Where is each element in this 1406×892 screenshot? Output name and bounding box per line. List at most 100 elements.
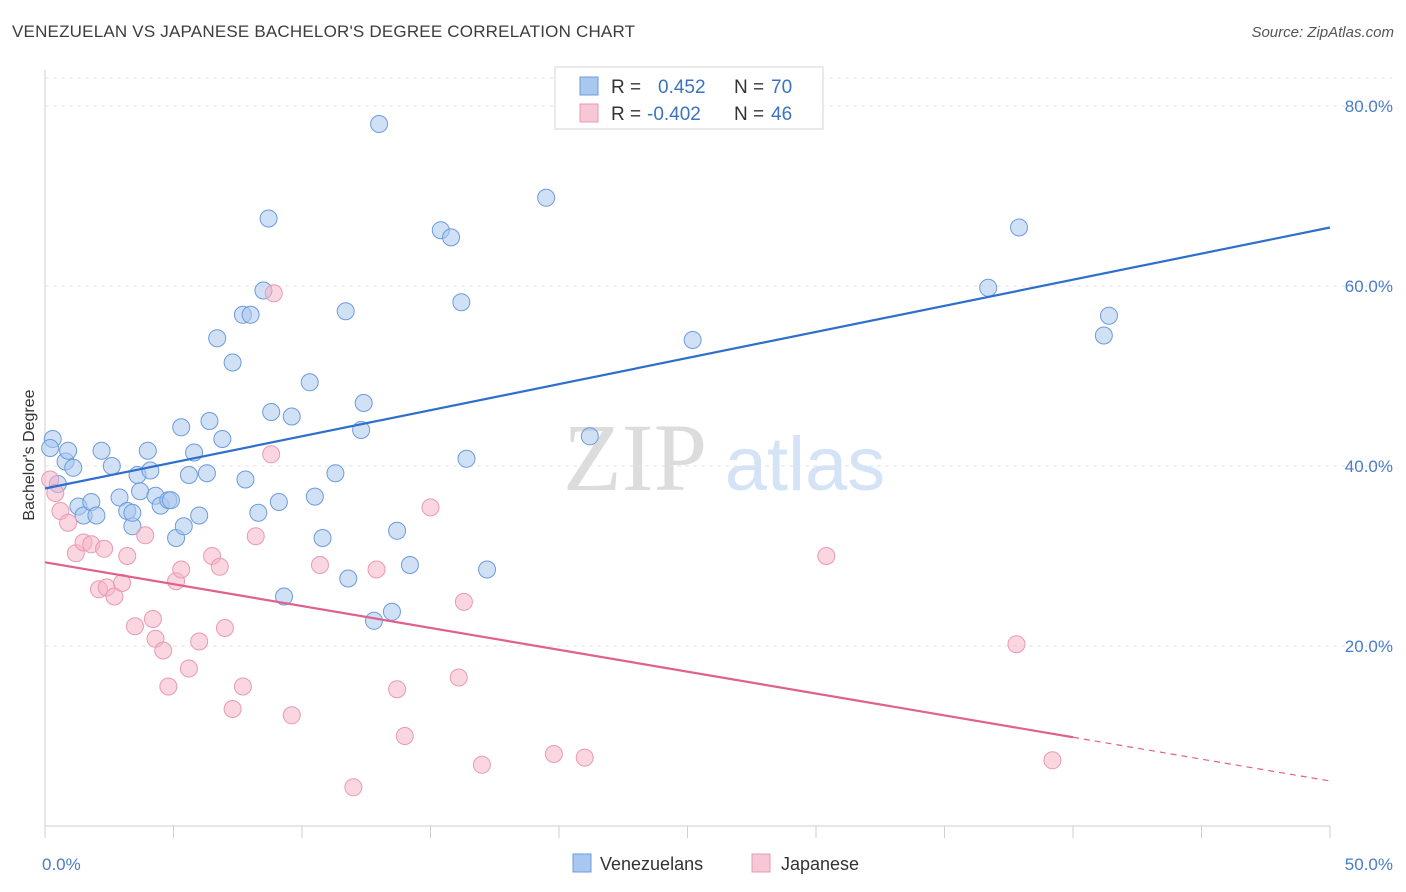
chart-title: VENEZUELAN VS JAPANESE BACHELOR'S DEGREE…	[12, 22, 636, 41]
japanese-trend-line	[44, 561, 1074, 739]
venezuelan-point	[269, 493, 288, 511]
venezuelan-point	[580, 427, 599, 446]
y-tick-label: 80.0%	[1345, 97, 1393, 116]
bottom-legend-swatch-venezuelans	[572, 853, 592, 873]
japanese-point	[1007, 635, 1026, 654]
japanese-point	[421, 498, 440, 517]
series-legend: Venezuelans Japanese	[572, 853, 859, 874]
venezuelan-point	[241, 305, 260, 324]
japanese-point	[223, 700, 242, 718]
watermark-zip: ZIP	[563, 404, 707, 511]
japanese-point	[262, 445, 281, 464]
japanese-point	[95, 539, 114, 558]
japanese-point	[179, 659, 198, 678]
venezuelan-point	[87, 506, 106, 525]
bottom-legend-swatch-japanese	[751, 853, 771, 873]
legend-n-label-1: N =	[734, 77, 764, 98]
venezuelan-point	[262, 403, 281, 421]
venezuelan-point	[452, 293, 471, 312]
venezuelan-point	[172, 418, 191, 437]
venezuelan-point	[213, 430, 232, 448]
legend-swatch-japanese	[579, 103, 599, 123]
venezuelan-point	[174, 517, 193, 536]
y-tick-label: 20.0%	[1345, 637, 1393, 656]
japanese-point	[367, 560, 386, 579]
japanese-point	[118, 547, 137, 565]
japanese-point	[388, 680, 407, 699]
stats-legend: R = 0.452 N = 70 R = -0.402 N = 46	[554, 66, 824, 130]
japanese-point	[1043, 751, 1062, 770]
venezuelan-point	[370, 115, 389, 133]
venezuelan-point	[123, 503, 142, 522]
venezuelan-point	[388, 521, 407, 540]
venezuelan-point	[364, 611, 383, 630]
japanese-point	[282, 706, 301, 725]
japanese-point	[264, 284, 283, 303]
y-tick-label: 40.0%	[1345, 457, 1393, 476]
japanese-point	[344, 778, 363, 797]
venezuelan-point	[102, 457, 121, 475]
venezuelan-point	[92, 441, 111, 460]
venezuelan-point	[354, 394, 373, 412]
japanese-point	[575, 748, 594, 767]
venezuelan-point	[442, 228, 461, 247]
japanese-point	[310, 556, 329, 574]
legend-r-value-2: -0.402	[647, 104, 701, 125]
venezuelan-point	[1099, 306, 1118, 325]
venezuelan-point	[979, 278, 998, 297]
japanese-points	[41, 284, 1062, 797]
japanese-point	[105, 587, 124, 606]
legend-r-value-1: 0.452	[658, 77, 706, 98]
venezuelan-point	[457, 449, 476, 468]
venezuelan-point	[197, 464, 216, 483]
x-tick-label-max: 50.0%	[1345, 855, 1393, 874]
japanese-point	[233, 677, 252, 696]
japanese-point	[817, 547, 836, 565]
venezuelan-point	[683, 331, 702, 349]
venezuelan-point	[478, 560, 497, 579]
venezuelan-point	[282, 407, 301, 426]
venezuelan-point	[131, 482, 150, 501]
venezuelan-point	[382, 602, 401, 621]
bottom-legend-japanese: Japanese	[781, 854, 859, 874]
venezuelan-point	[313, 529, 332, 547]
japanese-point	[454, 592, 473, 611]
venezuelan-point	[249, 503, 268, 522]
venezuelan-point	[275, 587, 294, 606]
venezuelan-point	[305, 487, 324, 506]
japanese-trend-extension	[1072, 736, 1331, 782]
legend-swatch-venezuelan	[579, 76, 599, 96]
venezuelan-point	[138, 441, 157, 460]
venezuelan-point	[141, 461, 160, 480]
venezuelan-point	[1094, 326, 1113, 345]
japanese-point	[395, 727, 414, 745]
venezuelan-point	[110, 488, 129, 507]
venezuelan-point	[336, 302, 355, 321]
japanese-point	[544, 745, 563, 763]
venezuelan-point	[537, 188, 556, 207]
venezuelan-point	[208, 329, 227, 348]
source-label: Source: ZipAtlas.com	[1251, 24, 1394, 41]
venezuelan-point	[64, 458, 83, 477]
venezuelan-point	[200, 412, 219, 430]
japanese-point	[172, 560, 191, 579]
japanese-point	[215, 619, 234, 637]
venezuelan-point	[223, 353, 242, 372]
japanese-point	[246, 527, 265, 546]
axes: 0.0% 50.0%	[42, 70, 1393, 874]
venezuelan-point	[339, 569, 358, 588]
venezuelan-point	[161, 491, 180, 510]
venezuelan-point	[300, 373, 319, 392]
venezuelan-point	[41, 439, 60, 457]
legend-r-label-2: R =	[611, 104, 641, 125]
y-tick-label: 60.0%	[1345, 277, 1393, 296]
japanese-point	[472, 755, 491, 774]
legend-n-label-2: N =	[734, 104, 764, 125]
legend-r-label-1: R =	[611, 77, 641, 98]
gridlines: 20.0% 40.0% 60.0% 80.0%	[45, 77, 1393, 656]
japanese-point	[159, 677, 178, 696]
venezuelan-point	[1010, 218, 1029, 237]
legend-n-value-2: 46	[771, 104, 792, 125]
venezuelan-point	[236, 470, 255, 489]
